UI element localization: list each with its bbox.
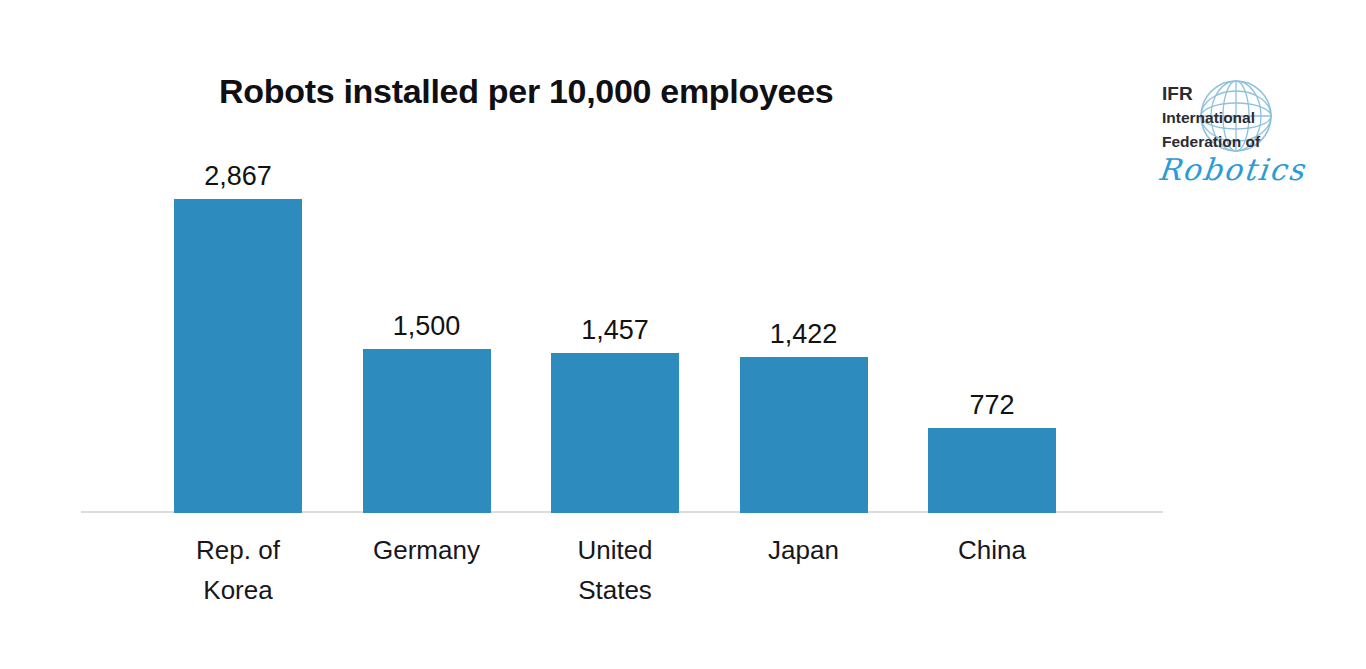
category-label: Germany (339, 530, 515, 570)
bar-column: 1,422 (716, 319, 892, 513)
bar-column: 2,867 (150, 161, 326, 513)
bar-column: 1,500 (339, 311, 515, 513)
bar-chart: 2,867 Rep. of Korea 1,500 Germany 1,457 Unite… (0, 0, 1366, 669)
category-label: Japan (716, 530, 892, 570)
bar-value-label: 2,867 (204, 161, 272, 192)
bar (363, 349, 491, 513)
category-label: Rep. of Korea (150, 530, 326, 610)
chart-canvas: Robots installed per 10,000 employees IF… (0, 0, 1366, 669)
bar-column: 772 (904, 390, 1080, 513)
bar (740, 357, 868, 513)
bar-value-label: 1,500 (393, 311, 461, 342)
bar-value-label: 1,457 (581, 315, 649, 346)
bar-value-label: 1,422 (770, 319, 838, 350)
category-label: United States (527, 530, 703, 610)
bar-value-label: 772 (969, 390, 1014, 421)
bar (174, 199, 302, 513)
bar (551, 353, 679, 513)
category-label: China (904, 530, 1080, 570)
bar-column: 1,457 (527, 315, 703, 513)
bar (928, 428, 1056, 513)
